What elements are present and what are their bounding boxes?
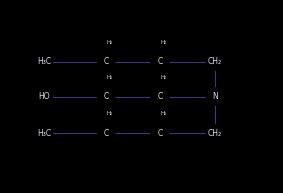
Text: C: C (104, 57, 109, 66)
Text: H₂: H₂ (106, 40, 113, 45)
Text: H₂: H₂ (106, 111, 113, 116)
Ellipse shape (97, 52, 115, 71)
Text: HO: HO (38, 92, 50, 101)
Text: C: C (157, 92, 162, 101)
Text: C: C (104, 129, 109, 138)
Text: C: C (157, 129, 162, 138)
Text: H₂: H₂ (160, 75, 166, 80)
Ellipse shape (151, 52, 169, 71)
Text: H₂: H₂ (106, 75, 113, 80)
Text: H₂: H₂ (160, 111, 166, 116)
Text: C: C (104, 92, 109, 101)
Text: CH₂: CH₂ (208, 129, 222, 138)
Ellipse shape (35, 87, 53, 106)
Text: C: C (157, 57, 162, 66)
Ellipse shape (97, 124, 115, 142)
Ellipse shape (151, 87, 169, 106)
Text: CH₂: CH₂ (208, 57, 222, 66)
Ellipse shape (97, 87, 115, 106)
Ellipse shape (206, 124, 224, 142)
Ellipse shape (206, 52, 224, 71)
Ellipse shape (35, 52, 53, 71)
Ellipse shape (151, 124, 169, 142)
Text: H₃C: H₃C (37, 57, 51, 66)
Ellipse shape (206, 87, 224, 106)
Text: H₂: H₂ (160, 40, 166, 45)
Text: N: N (212, 92, 218, 101)
Text: H₃C: H₃C (37, 129, 51, 138)
Ellipse shape (35, 124, 53, 142)
